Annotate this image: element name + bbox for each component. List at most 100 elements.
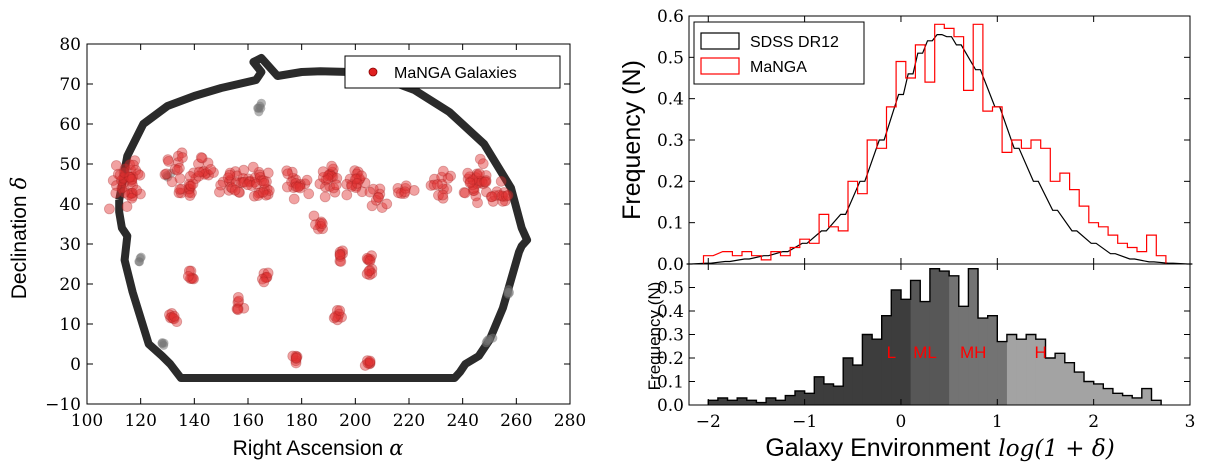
x-tick-label: 3 — [1185, 412, 1196, 432]
galaxy-point — [246, 180, 257, 191]
y-tick-label: 0.3 — [657, 131, 684, 151]
galaxy-point — [374, 183, 386, 195]
galaxy-point — [363, 253, 375, 265]
galaxy-point — [327, 163, 339, 175]
galaxy-point — [334, 248, 346, 260]
galaxy-point — [462, 173, 474, 185]
galaxy-point — [364, 357, 376, 369]
galaxy-point — [477, 178, 489, 190]
galaxy-point — [350, 180, 362, 192]
galaxy-point — [176, 147, 188, 159]
galaxy-point — [126, 192, 138, 204]
galaxy-point — [437, 189, 449, 201]
left-plot-frame — [86, 43, 571, 405]
footprint-point — [166, 168, 176, 178]
galaxy-point — [319, 191, 331, 203]
histogram-bar — [823, 383, 835, 405]
galaxy-point — [468, 183, 480, 194]
x-tick-label: 0 — [896, 412, 907, 432]
galaxy-point — [127, 171, 139, 183]
left-x-axis-label: Right Ascension α — [233, 436, 404, 460]
galaxy-point — [222, 172, 234, 184]
galaxy-point — [393, 187, 404, 199]
histogram-bar — [872, 339, 883, 405]
galaxy-point — [481, 186, 492, 198]
galaxy-point — [205, 163, 217, 175]
galaxy-point — [425, 180, 437, 191]
y-tick-label: 0.0 — [657, 255, 684, 275]
galaxy-point — [317, 223, 328, 235]
galaxy-point — [336, 311, 347, 323]
galaxy-point — [470, 172, 482, 183]
galaxy-point — [324, 181, 336, 192]
galaxy-point — [229, 184, 241, 196]
rt-plot-area — [686, 16, 1193, 265]
galaxy-point — [317, 166, 329, 177]
galaxy-point — [464, 177, 476, 189]
galaxy-point — [333, 308, 345, 320]
galaxy-point — [499, 195, 511, 207]
y-tick-label: 0 — [70, 355, 81, 375]
galaxy-point — [350, 173, 361, 185]
galaxy-point — [486, 191, 498, 203]
galaxy-point — [166, 311, 178, 323]
y-tick-label: 80 — [59, 35, 81, 55]
galaxy-point — [472, 170, 483, 181]
galaxy-point — [208, 167, 219, 178]
galaxy-point — [171, 164, 183, 176]
galaxy-point — [337, 245, 348, 257]
galaxy-point — [350, 182, 362, 194]
footprint-point — [488, 333, 498, 343]
galaxy-point — [237, 177, 249, 188]
galaxy-point — [441, 183, 453, 195]
rb-plot-area: L ML MH H — [707, 268, 1162, 405]
footprint-point — [503, 289, 513, 299]
y-tick-label: 0.2 — [657, 172, 684, 192]
galaxy-point — [328, 312, 340, 324]
histogram-bar — [766, 397, 777, 405]
galaxy-point — [332, 311, 344, 322]
histogram-bar — [939, 271, 950, 405]
galaxy-point — [467, 179, 479, 191]
galaxy-point — [164, 309, 175, 321]
galaxy-point — [225, 174, 237, 186]
galaxy-point — [110, 187, 122, 199]
galaxy-point — [459, 187, 471, 199]
galaxy-point — [294, 179, 306, 190]
histogram-bar — [900, 299, 912, 405]
galaxy-point — [498, 187, 510, 198]
galaxy-point — [116, 182, 128, 194]
galaxy-point — [337, 248, 348, 260]
galaxy-point — [230, 177, 242, 188]
galaxy-point — [324, 169, 336, 180]
galaxy-point — [356, 170, 367, 182]
galaxy-point — [330, 311, 341, 322]
galaxy-point — [303, 188, 315, 200]
galaxy-point — [168, 313, 180, 325]
galaxy-point — [261, 272, 272, 283]
galaxy-point — [341, 178, 353, 190]
histogram-bar — [997, 341, 1008, 405]
galaxy-point — [231, 170, 243, 182]
galaxy-point — [373, 192, 384, 203]
galaxy-point — [237, 173, 249, 184]
rb-y-axis-label: Frequency (N) — [645, 282, 664, 391]
histogram-outline — [707, 268, 1162, 405]
x-tick-label: −2 — [696, 412, 721, 432]
galaxy-point — [286, 176, 297, 188]
galaxy-point — [118, 176, 130, 188]
galaxy-point — [476, 176, 488, 187]
galaxy-point — [124, 159, 136, 171]
galaxy-point — [362, 254, 374, 266]
galaxy-point — [364, 265, 376, 276]
galaxy-point — [291, 351, 303, 363]
galaxy-point — [173, 187, 185, 199]
galaxy-point — [480, 175, 492, 186]
histogram-bar — [862, 334, 873, 405]
y-tick-label: 0.0 — [657, 396, 684, 416]
galaxy-point — [316, 218, 328, 229]
x-tick-label: 160 — [232, 411, 264, 431]
galaxy-point — [182, 271, 194, 282]
galaxy-point — [184, 183, 196, 195]
galaxy-point — [231, 303, 243, 315]
